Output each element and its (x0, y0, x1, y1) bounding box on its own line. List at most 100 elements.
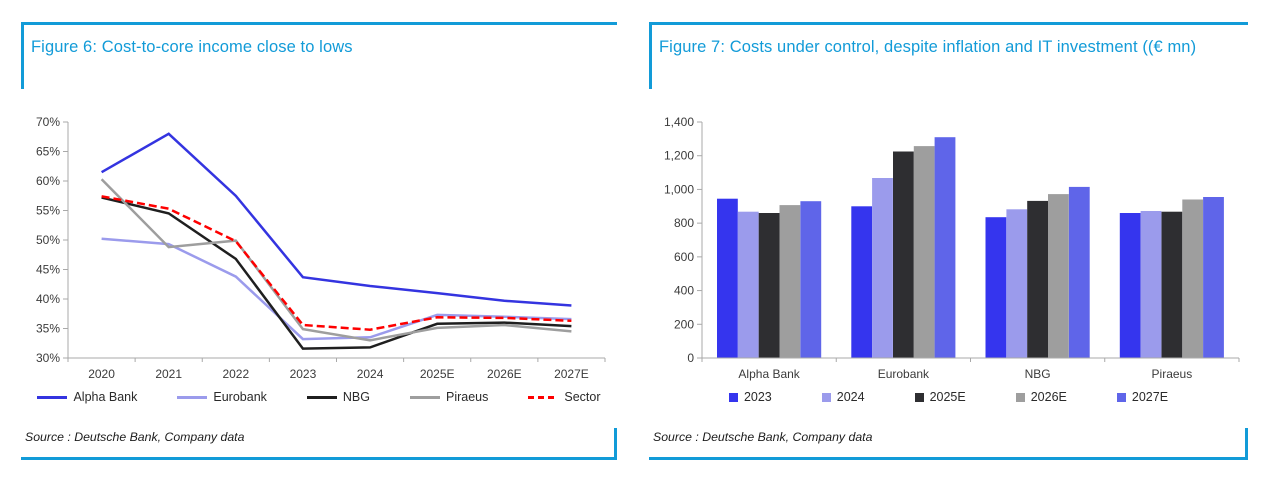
axis-label: 400 (674, 284, 694, 298)
bar-alpha-bank-2025e (758, 213, 780, 358)
legend-label: NBG (342, 390, 370, 404)
legend-line-swatch-nbg (306, 395, 337, 399)
legend-item-alpha-bank: Alpha Bank (37, 390, 137, 404)
axis-label: Eurobank (878, 367, 930, 381)
figure-6-legend: Alpha Bank Eurobank NBG Piraeus Sector (21, 387, 617, 407)
series-line-sector (101, 195, 572, 331)
figure-6-title: Figure 6: Cost-to-core income close to l… (31, 38, 353, 56)
bar-nbg-2024 (1006, 209, 1028, 358)
axis-label: NBG (1025, 367, 1051, 381)
axis-label: 2021 (155, 367, 182, 381)
bar-eurobank-2023 (851, 206, 873, 358)
series-line-piraeus (100, 178, 572, 342)
legend-line-swatch-piraeus (410, 395, 440, 399)
axis-label: 2020 (88, 367, 115, 381)
figure-6-accent-bar-left (21, 25, 24, 89)
series-line-eurobank (101, 237, 572, 341)
axis-label: 2024 (357, 367, 384, 381)
bar-nbg-2027e (1068, 186, 1090, 358)
axis-label: 70% (36, 115, 60, 129)
legend-label: Piraeus (446, 390, 489, 404)
cost-to-core-income-line-chart: 30% 35% 40% 45% 50% 55% 60% 65% 70% 2020 2021 2022 2… (21, 109, 617, 385)
legend-label: 2027E (1131, 390, 1169, 404)
axis-label: 65% (36, 145, 60, 159)
bar-piraeus-2023 (1119, 213, 1141, 358)
legend-label: Alpha Bank (73, 390, 138, 404)
axis-label: 2026E (487, 367, 522, 381)
axis-label: 2025E (420, 367, 455, 381)
axis-label: 55% (36, 204, 60, 218)
legend-item-sector: Sector (528, 390, 601, 404)
axis-label: 35% (36, 322, 60, 336)
axis-label: 600 (674, 250, 694, 264)
axis-label: 1,400 (664, 115, 694, 129)
y-axis: 0 200 400 600 800 1,000 1,200 1,400 (664, 115, 703, 365)
bar-piraeus-2026e (1182, 199, 1204, 358)
bar-piraeus-2024 (1140, 211, 1162, 358)
legend-item-2027e: 2027E (1116, 390, 1169, 404)
bar-nbg-2023 (985, 217, 1007, 358)
bar-eurobank-2026e (913, 146, 935, 358)
legend-item-piraeus: Piraeus (410, 390, 488, 404)
legend-label: 2026E (1030, 390, 1067, 404)
legend-label: 2025E (929, 390, 966, 404)
series-line-alpha-bank (100, 132, 572, 307)
bar-alpha-bank-2023 (717, 198, 738, 358)
bar-chart-canvas: 0 200 400 600 800 1,000 1,200 1,400 Alpha Bank Eu… (664, 115, 1240, 381)
legend-item-eurobank: Eurobank (177, 390, 267, 404)
figure-7-legend: 2023 2024 2025E 2026E 2027E (649, 387, 1248, 407)
series-line-nbg (101, 196, 572, 350)
axis-label: 45% (36, 263, 60, 277)
bar-eurobank-2024 (872, 178, 893, 358)
axis-label: Alpha Bank (738, 367, 800, 381)
legend-label: 2023 (743, 390, 772, 404)
legend-label: Sector (564, 390, 601, 404)
legend-square-swatch-2025e (914, 392, 924, 402)
axis-label: 2023 (290, 367, 317, 381)
figure-6-panel: Figure 6: Cost-to-core income close to l… (21, 22, 617, 460)
figure-6-accent-bar-right (614, 428, 617, 457)
legend-item-2025e: 2025E (914, 390, 966, 404)
legend-label: 2024 (836, 390, 865, 404)
costs-grouped-bar-chart: 0 200 400 600 800 1,000 1,200 1,400 Alpha Bank Eu… (649, 109, 1248, 385)
axis-label: 1,000 (664, 182, 694, 196)
figure-7-title: Figure 7: Costs under control, despite i… (659, 38, 1197, 56)
legend-label: Eurobank (213, 390, 267, 404)
axis-label: 800 (674, 216, 694, 230)
x-axis: Alpha Bank Eurobank NBG Piraeus (701, 357, 1240, 381)
bar-eurobank-2025e (893, 151, 914, 358)
x-axis: 2020 2021 2022 2023 2024 2025E 2026E 2027E (67, 357, 606, 381)
bar-nbg-2025e (1027, 200, 1048, 358)
bar-alpha-bank-2024 (737, 211, 759, 358)
legend-square-swatch-2026e (1015, 392, 1025, 402)
legend-item-2023: 2023 (728, 390, 772, 404)
legend-line-swatch-eurobank (177, 395, 208, 399)
bar-eurobank-2027e (934, 137, 956, 358)
axis-label: 2022 (222, 367, 249, 381)
axis-label: 1,200 (664, 149, 694, 163)
axis-label: 200 (674, 317, 694, 331)
figure-6-source: Source : Deutsche Bank, Company data (25, 430, 245, 444)
legend-square-swatch-2023 (728, 392, 738, 402)
figure-7-accent-bar-right (1245, 428, 1248, 457)
axis-label: Piraeus (1152, 367, 1193, 381)
legend-square-swatch-2024 (821, 392, 831, 402)
y-axis: 30% 35% 40% 45% 50% 55% 60% 65% 70% (36, 115, 69, 365)
axis-label: 2027E (554, 367, 589, 381)
axis-label: 40% (36, 292, 60, 306)
legend-line-swatch-sector (528, 395, 559, 399)
bar-nbg-2026e (1048, 194, 1069, 358)
line-chart-canvas: 30%35%40%45%50%55%60%65%70%2020 2021 2022 2… (36, 115, 606, 381)
legend-item-2024: 2024 (821, 390, 865, 404)
figure-7-panel: Figure 7: Costs under control, despite i… (649, 22, 1248, 460)
legend-item-2026e: 2026E (1015, 390, 1067, 404)
bars (717, 137, 1224, 358)
bar-piraeus-2025e (1161, 211, 1183, 358)
legend-line-swatch-alpha-bank (37, 395, 68, 399)
figure-7-accent-bar-left (649, 25, 652, 89)
legend-square-swatch-2027e (1116, 392, 1126, 402)
axis-label: 50% (36, 233, 60, 247)
bar-piraeus-2027e (1203, 197, 1224, 358)
bar-alpha-bank-2026e (779, 205, 801, 358)
figure-7-source: Source : Deutsche Bank, Company data (653, 430, 873, 444)
